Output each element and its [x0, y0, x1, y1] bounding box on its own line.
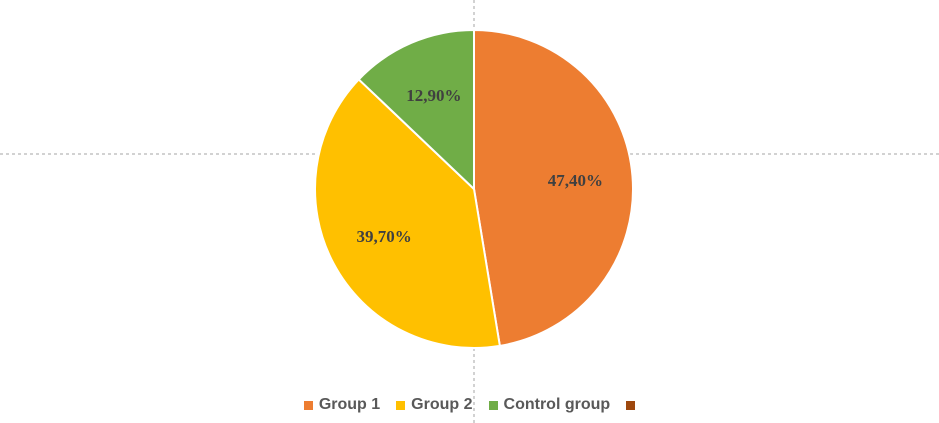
- data-label-control-group: 12,90%: [406, 86, 461, 105]
- pie-data-labels: 47,40% 39,70% 12,90%: [356, 86, 603, 246]
- legend-label: Group 1: [318, 396, 381, 413]
- legend-swatch: [396, 400, 406, 410]
- pie-slice-group-2: [314, 78, 502, 349]
- pie-slice-group-1: [473, 28, 634, 348]
- legend-label: Group 2: [411, 396, 473, 413]
- legend-swatch: [626, 400, 636, 410]
- pie-slices: [314, 28, 634, 349]
- chart-legend: Group 1 Group 2 Control group: [0, 392, 939, 418]
- legend-entry-unnamed: [626, 400, 636, 410]
- pie-slice-control-group: [357, 28, 475, 192]
- data-label-group-2: 39,70%: [356, 227, 411, 246]
- legend-swatch: [488, 400, 498, 410]
- data-label-group-1: 47,40%: [548, 171, 603, 190]
- legend-swatch: [303, 400, 313, 410]
- legend-entry-group-1: Group 1: [303, 396, 381, 414]
- legend-label: Control group: [503, 396, 611, 413]
- legend-entry-group-2: Group 2: [396, 396, 473, 414]
- legend-entry-control-group: Control group: [488, 396, 611, 414]
